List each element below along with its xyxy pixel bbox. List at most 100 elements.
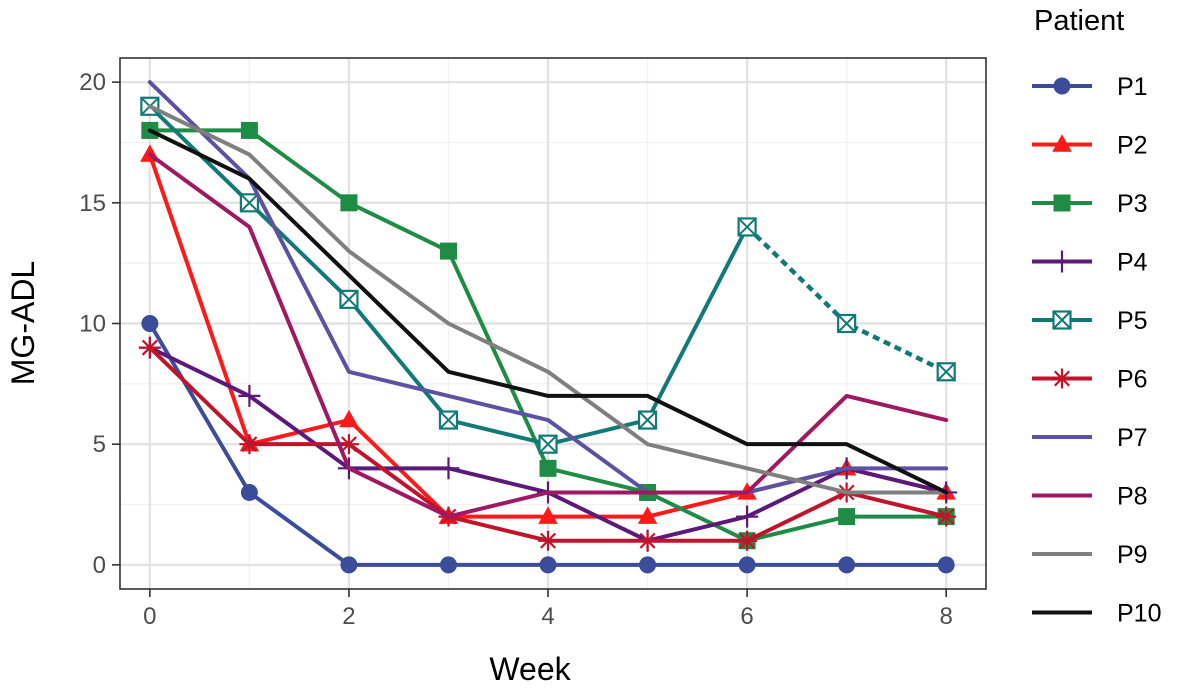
point-p4-week-6 xyxy=(736,505,759,528)
point-p6-week-0 xyxy=(139,337,160,358)
legend-item-p5: P5 xyxy=(1032,307,1148,335)
x-axis-title: Week xyxy=(489,651,571,687)
legend-item-p2: P2 xyxy=(1032,132,1148,160)
point-p6-week-8 xyxy=(936,506,957,527)
marker-stroke xyxy=(837,314,856,333)
y-axis-ticks: 0 5 10 15 20 xyxy=(79,69,120,579)
line-p9 xyxy=(147,104,949,495)
marker-stroke xyxy=(538,434,558,454)
point-p1-week-3 xyxy=(439,556,457,574)
point-p5-week-2 xyxy=(339,289,359,309)
legend-key-marker xyxy=(1052,368,1072,389)
point-p6-week-4 xyxy=(538,530,559,551)
y-tick-label: 15 xyxy=(79,190,106,217)
point-p2-week-2 xyxy=(339,409,359,428)
line-p8 xyxy=(147,152,949,519)
legend-title: Patient xyxy=(1034,5,1124,37)
marker-stroke xyxy=(340,436,357,453)
point-p2-week-5 xyxy=(637,506,658,524)
series-p1 xyxy=(141,315,955,574)
y-axis-title: MG-ADL xyxy=(5,261,41,385)
point-p1-week-8 xyxy=(937,556,955,574)
legend-label: P8 xyxy=(1117,483,1148,511)
legend-label: P2 xyxy=(1117,132,1148,160)
point-p3-week-4 xyxy=(539,459,557,477)
marker-stroke xyxy=(1052,310,1072,330)
point-p1-week-0 xyxy=(141,315,159,332)
y-tick-label: 10 xyxy=(79,311,106,338)
marker-stroke xyxy=(739,532,756,549)
point-p3-week-1 xyxy=(240,121,258,139)
line-p7 xyxy=(147,80,949,495)
marker-stroke xyxy=(938,508,955,525)
series-p10 xyxy=(147,128,949,495)
marker-stroke xyxy=(540,532,557,549)
point-p5-week-3 xyxy=(438,410,459,430)
point-p3-week-7 xyxy=(838,508,856,526)
series-p9 xyxy=(147,104,949,495)
x-tick-label: 0 xyxy=(143,603,156,630)
legend-item-p1: P1 xyxy=(1032,73,1148,101)
marker-stroke xyxy=(339,290,359,309)
y-tick-label: 20 xyxy=(79,69,106,96)
marker-stroke xyxy=(639,532,656,549)
legend-item-p7: P7 xyxy=(1032,424,1148,452)
legend-item-p10: P10 xyxy=(1032,600,1161,628)
y-tick-label: 0 xyxy=(93,552,106,579)
x-tick-label: 8 xyxy=(940,603,953,630)
point-p6-week-2 xyxy=(338,434,359,455)
y-tick-label: 5 xyxy=(93,431,106,458)
line-p10 xyxy=(147,128,949,495)
legend-key-marker xyxy=(1053,77,1071,95)
point-p6-week-6 xyxy=(737,530,758,551)
legend-label: P7 xyxy=(1117,424,1148,452)
legend-item-p9: P9 xyxy=(1032,541,1148,569)
legend-label: P6 xyxy=(1117,366,1148,394)
legend-key-marker xyxy=(1053,194,1071,212)
point-p3-week-2 xyxy=(340,194,358,212)
point-p4-week-1 xyxy=(238,384,261,407)
marker-stroke xyxy=(936,362,956,381)
point-p5-week-8 xyxy=(936,362,956,382)
legend-item-p8: P8 xyxy=(1032,483,1148,511)
point-p5-week-4 xyxy=(538,434,558,454)
point-p6-week-5 xyxy=(637,530,658,551)
legend: Patient P1 P2 P3 P4 P5 P6 P7 P8 P9 P10 xyxy=(1032,5,1161,628)
point-p1-week-1 xyxy=(240,483,258,501)
legend-label: P5 xyxy=(1117,307,1148,335)
marker-stroke xyxy=(241,436,258,453)
legend-item-p3: P3 xyxy=(1032,190,1148,218)
marker-stroke xyxy=(737,217,757,237)
point-p5-week-1 xyxy=(239,193,260,213)
series-p7 xyxy=(147,80,949,495)
legend-key-marker xyxy=(1052,134,1072,152)
point-p5-week-7 xyxy=(837,313,857,334)
legend-label: P3 xyxy=(1117,190,1148,218)
x-tick-label: 6 xyxy=(740,603,753,630)
marker-stroke xyxy=(1054,370,1070,387)
legend-key-marker xyxy=(1052,310,1072,330)
x-tick-label: 4 xyxy=(541,603,554,630)
marker-stroke xyxy=(638,410,657,430)
point-p2-week-4 xyxy=(538,506,558,524)
point-p1-week-6 xyxy=(738,556,756,574)
point-p4-week-3 xyxy=(437,457,460,480)
point-p1-week-7 xyxy=(838,556,856,574)
marker-stroke xyxy=(240,193,259,213)
point-p5-week-5 xyxy=(637,410,658,430)
marker-stroke xyxy=(439,410,458,430)
point-p1-week-4 xyxy=(539,556,557,574)
marker-stroke xyxy=(141,339,158,356)
legend-label: P4 xyxy=(1117,249,1148,277)
point-p5-week-6 xyxy=(737,217,757,237)
legend-key-marker xyxy=(1051,250,1073,273)
legend-label: P10 xyxy=(1117,600,1161,628)
point-p3-week-3 xyxy=(439,242,457,260)
x-axis-ticks: 0 2 4 6 8 xyxy=(143,589,953,630)
legend-item-p6: P6 xyxy=(1032,366,1148,394)
series-layer xyxy=(138,80,958,574)
x-tick-label: 2 xyxy=(342,603,355,630)
point-p1-week-5 xyxy=(639,556,657,574)
legend-label: P1 xyxy=(1117,73,1148,101)
